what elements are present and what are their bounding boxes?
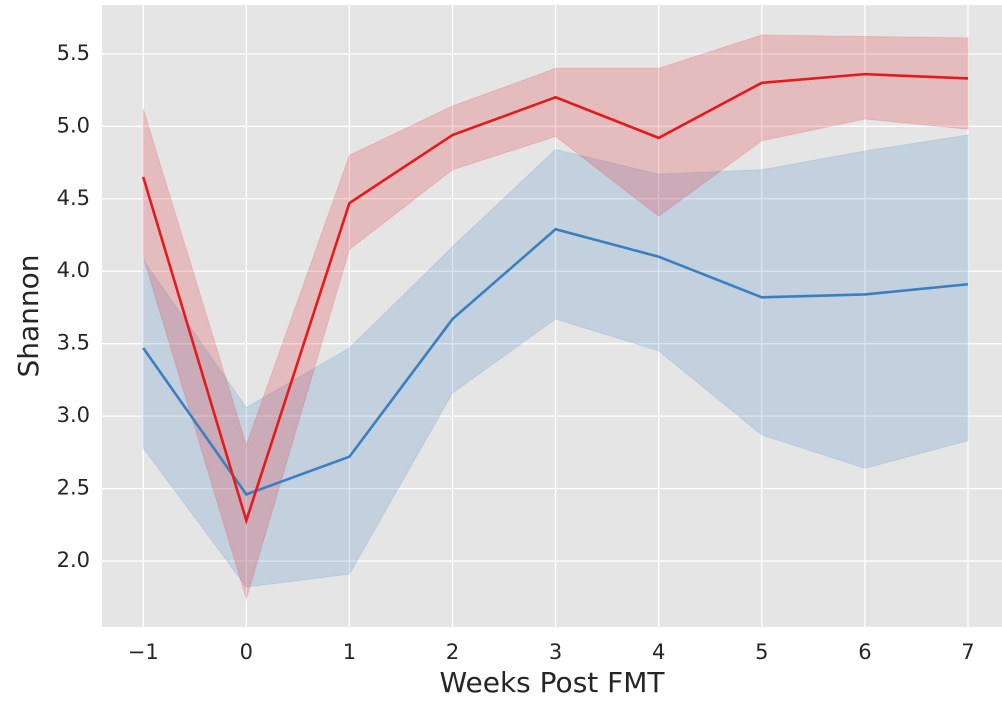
series-line	[141, 72, 969, 525]
x-tick-label: 1	[343, 640, 356, 664]
x-tick-label: 6	[858, 640, 871, 664]
x-tick-label: 2	[446, 640, 459, 664]
confidence-band	[142, 134, 969, 588]
x-tick-label: 7	[961, 640, 974, 664]
y-tick-label: 2.0	[57, 548, 90, 572]
y-tick-label: 4.5	[57, 186, 90, 210]
x-axis-label: Weeks Post FMT	[439, 666, 665, 699]
series-line	[142, 227, 969, 496]
y-axis-label: Shannon	[12, 254, 45, 377]
y-tick-label: 3.0	[57, 403, 90, 427]
plot-area	[102, 5, 1002, 627]
y-tick-label: 4.0	[57, 258, 90, 282]
x-tick-label: 0	[240, 640, 253, 664]
confidence-band	[142, 34, 969, 601]
y-tick-label: 5.5	[57, 41, 90, 65]
y-tick-label: 5.0	[57, 113, 90, 137]
x-tick-label: 5	[755, 640, 768, 664]
x-tick-label: −1	[128, 640, 159, 664]
y-tick-label: 2.5	[57, 476, 90, 500]
y-tick-label: 3.5	[57, 331, 90, 355]
x-tick-label: 3	[549, 640, 562, 664]
x-tick-label: 4	[652, 640, 665, 664]
